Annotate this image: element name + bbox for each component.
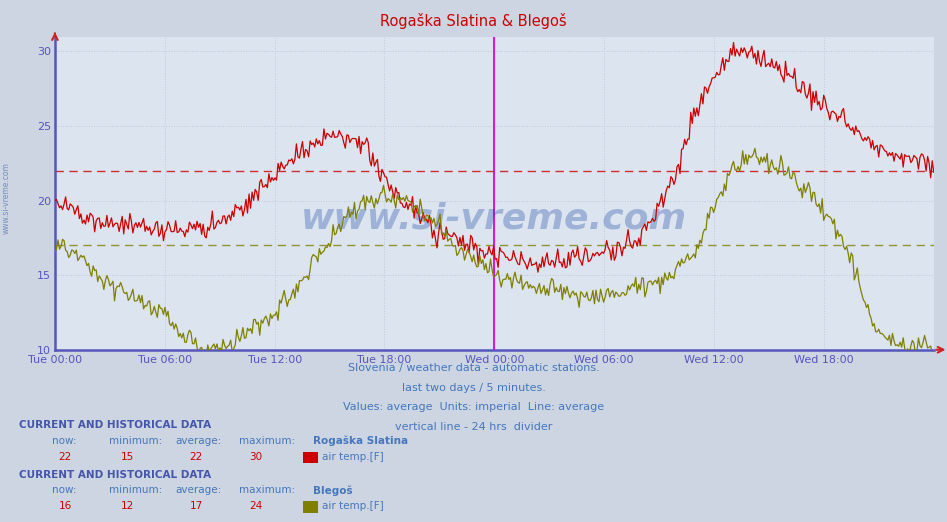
- Text: 17: 17: [189, 501, 203, 511]
- Text: Values: average  Units: imperial  Line: average: Values: average Units: imperial Line: av…: [343, 402, 604, 412]
- Text: now:: now:: [52, 485, 77, 495]
- Text: air temp.[F]: air temp.[F]: [322, 452, 384, 462]
- Text: maximum:: maximum:: [239, 436, 295, 446]
- Text: 15: 15: [121, 452, 134, 461]
- Text: Rogaška Slatina: Rogaška Slatina: [313, 436, 407, 446]
- Text: vertical line - 24 hrs  divider: vertical line - 24 hrs divider: [395, 422, 552, 432]
- Text: 22: 22: [189, 452, 203, 461]
- Text: average:: average:: [175, 485, 222, 495]
- Text: 12: 12: [121, 501, 134, 511]
- Text: CURRENT AND HISTORICAL DATA: CURRENT AND HISTORICAL DATA: [19, 420, 211, 430]
- Text: 22: 22: [59, 452, 72, 461]
- Text: CURRENT AND HISTORICAL DATA: CURRENT AND HISTORICAL DATA: [19, 470, 211, 480]
- Text: Slovenia / weather data - automatic stations.: Slovenia / weather data - automatic stat…: [348, 363, 599, 373]
- Text: maximum:: maximum:: [239, 485, 295, 495]
- Text: minimum:: minimum:: [109, 436, 162, 446]
- Text: Blegoš: Blegoš: [313, 485, 352, 496]
- Text: Rogaška Slatina & Blegoš: Rogaška Slatina & Blegoš: [380, 13, 567, 29]
- Text: 16: 16: [59, 501, 72, 511]
- Text: minimum:: minimum:: [109, 485, 162, 495]
- Text: www.si-vreme.com: www.si-vreme.com: [2, 162, 11, 234]
- Text: 24: 24: [249, 501, 262, 511]
- Text: air temp.[F]: air temp.[F]: [322, 501, 384, 512]
- Text: now:: now:: [52, 436, 77, 446]
- Text: last two days / 5 minutes.: last two days / 5 minutes.: [402, 383, 545, 393]
- Text: www.si-vreme.com: www.si-vreme.com: [301, 201, 688, 235]
- Text: 30: 30: [249, 452, 262, 461]
- Text: average:: average:: [175, 436, 222, 446]
